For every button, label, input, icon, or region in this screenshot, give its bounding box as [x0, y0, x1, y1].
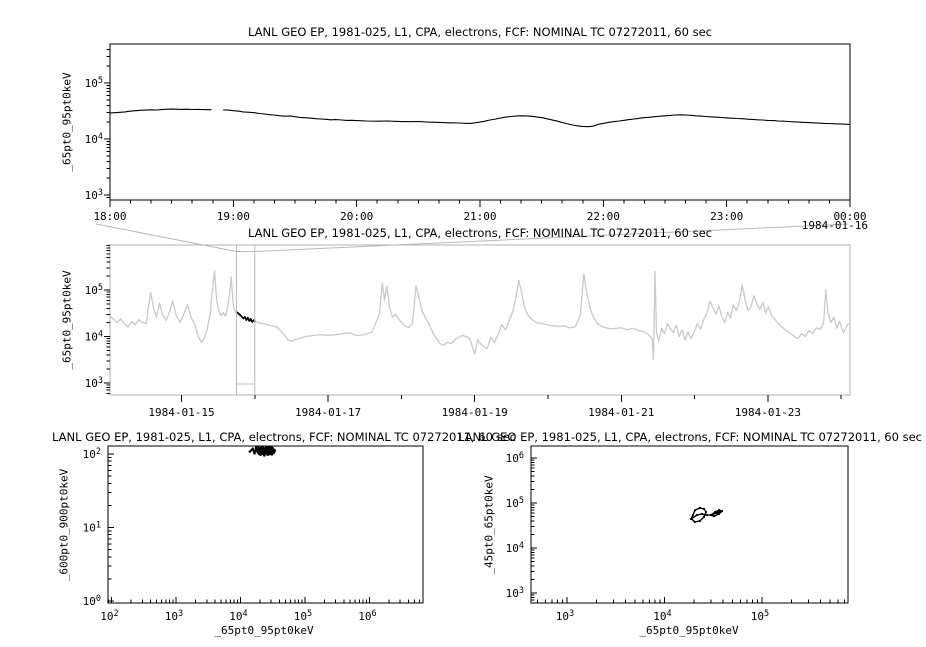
series-highlighted-interval: [236, 311, 256, 323]
tick-label: 104: [653, 609, 671, 623]
scatter-point: [712, 515, 716, 518]
panel-title-main: LANL GEO EP, 1981-025, L1, CPA, electron…: [248, 25, 712, 39]
tick-label: 102: [100, 609, 118, 623]
tick-label: 103: [556, 609, 574, 623]
scatter-point: [248, 450, 252, 453]
scatter-point: [693, 520, 696, 524]
x-tick-label: 1984-01-23: [735, 406, 801, 419]
x-tick-label: 18:00: [93, 210, 126, 223]
tick-label: 105: [85, 76, 103, 90]
scatter-point: [264, 450, 268, 453]
scatter-point: [273, 449, 277, 452]
scatter-point: [258, 450, 262, 454]
plot-frame-context: [109, 244, 851, 396]
plot-area-context[interactable]: [110, 245, 850, 395]
scatter-point: [251, 447, 255, 451]
x-tick-label: 1984-01-19: [442, 406, 508, 419]
scatter-point: [267, 450, 271, 454]
plot-area-scatter-right[interactable]: [531, 446, 848, 603]
tick-label: 103: [85, 376, 103, 390]
scatter-point: [704, 510, 708, 514]
scatter-point: [266, 448, 270, 452]
x-tick-label: 19:00: [217, 210, 250, 223]
tick-label: 105: [751, 609, 769, 623]
series-context-flux-65-95keV: [109, 270, 850, 361]
tick-label: 104: [229, 609, 247, 623]
scatter-point: [711, 513, 714, 516]
x-tick-label: 21:00: [463, 210, 496, 223]
y-axis-label-main: _65pt0_95pt0keV: [60, 72, 74, 172]
plot-area-scatter-left[interactable]: [108, 446, 423, 603]
tick-label: 105: [506, 496, 524, 510]
series-electron-flux-65-95keV: [109, 108, 851, 128]
scatter-point: [716, 511, 719, 515]
scatter-point: [700, 512, 704, 516]
y-axis-label-scatter-left: _600pt0_900pt0keV: [57, 468, 71, 582]
zoom-connector-left: [95, 223, 237, 252]
scatter-point: [719, 510, 723, 513]
y-axis-label-context: _65pt0_95pt0keV: [60, 270, 74, 370]
x-axis-date-sublabel: 1984-01-16: [801, 219, 868, 232]
scatter-point: [263, 454, 266, 457]
plot-area-main[interactable]: [110, 44, 850, 200]
x-tick-label: 1984-01-21: [588, 406, 654, 419]
tick-label: 103: [85, 188, 103, 202]
x-axis-label-scatter-right: _65pt0_95pt0keV: [639, 624, 739, 637]
scatter-point: [717, 508, 721, 512]
panel-title-context: LANL GEO EP, 1981-025, L1, CPA, electron…: [248, 226, 712, 240]
scatter-point: [702, 515, 706, 519]
tick-label: 106: [358, 609, 376, 623]
scatter-point: [702, 507, 706, 510]
x-tick-label: 23:00: [710, 210, 743, 223]
panel-title-scatter-right: LANL GEO EP, 1981-025, L1, CPA, electron…: [458, 430, 922, 444]
scatter-point: [261, 449, 264, 452]
panel-title-scatter-left: LANL GEO EP, 1981-025, L1, CPA, electron…: [52, 430, 516, 444]
tick-label: 100: [83, 594, 101, 608]
scatter-point: [253, 452, 256, 455]
scatter-point: [254, 446, 258, 449]
zoom-connector-right: [254, 223, 849, 252]
scatter-point: [705, 513, 709, 517]
x-tick-label: 1984-01-15: [148, 406, 214, 419]
x-tick-label: 1984-01-17: [295, 406, 361, 419]
x-axis-label-scatter-left: _65pt0_95pt0keV: [214, 624, 314, 637]
scatter-point: [257, 445, 260, 449]
x-tick-label: 00:00: [833, 210, 866, 223]
tick-label: 103: [506, 586, 524, 600]
scatter-point: [695, 513, 699, 517]
tick-label: 102: [83, 447, 101, 461]
scatter-point: [269, 450, 273, 454]
scatter-point: [693, 509, 696, 512]
tick-label: 103: [165, 609, 183, 623]
y-axis-label-scatter-right: _45pt0_65pt0keV: [482, 475, 496, 575]
tick-label: 105: [294, 609, 312, 623]
tick-label: 104: [85, 330, 103, 344]
scatter-point: [255, 449, 259, 452]
tick-label: 101: [83, 521, 101, 535]
tick-label: 106: [506, 451, 524, 465]
tick-label: 105: [85, 283, 103, 297]
tick-label: 104: [85, 132, 103, 146]
scatter-point: [259, 453, 262, 456]
scatter-point: [266, 453, 270, 456]
scatter-point: [690, 517, 693, 520]
plot-frame-scatter-right: [530, 445, 849, 604]
scatter-point: [698, 519, 702, 523]
x-tick-label: 20:00: [340, 210, 373, 223]
scatter-point: [263, 448, 267, 451]
scatter-point: [698, 506, 702, 509]
tick-label: 104: [506, 541, 524, 555]
scatter-point: [691, 513, 695, 517]
x-tick-label: 22:00: [587, 210, 620, 223]
scatter-point: [714, 510, 718, 514]
